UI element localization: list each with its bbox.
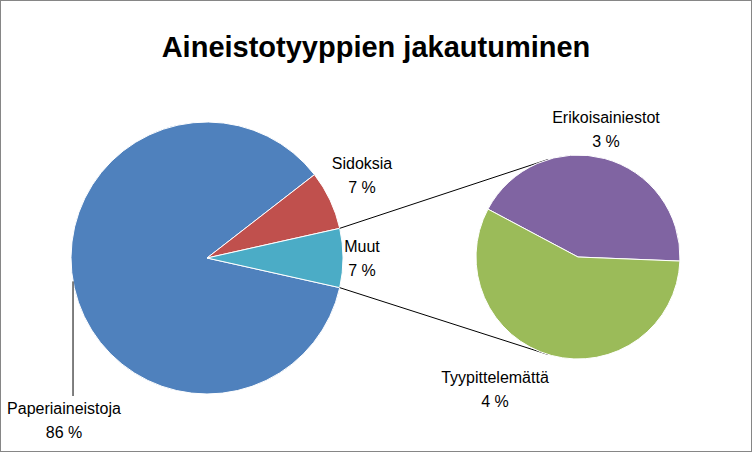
main-pie (71, 122, 343, 394)
leader-line (73, 281, 74, 396)
category-label: Tyypittelemättä (441, 369, 549, 386)
chart: Aineistotyyppien jakautuminen Paperiainei… (0, 0, 752, 452)
pie-slice (476, 209, 680, 359)
chart-border (1, 1, 752, 452)
data-label: 7 % (348, 262, 376, 279)
data-label: 86 % (46, 424, 82, 441)
category-label: Erikoisainiestot (552, 109, 660, 126)
pie-slice (207, 228, 343, 287)
secondary-pie (476, 155, 680, 359)
category-label: Sidoksia (332, 155, 393, 172)
data-label: 3 % (592, 133, 620, 150)
chart-title: Aineistotyyppien jakautuminen (162, 31, 591, 63)
category-label: Paperiaineistoja (7, 400, 121, 417)
data-label: 7 % (348, 179, 376, 196)
category-label: Muut (344, 238, 380, 255)
data-label: 4 % (481, 393, 509, 410)
